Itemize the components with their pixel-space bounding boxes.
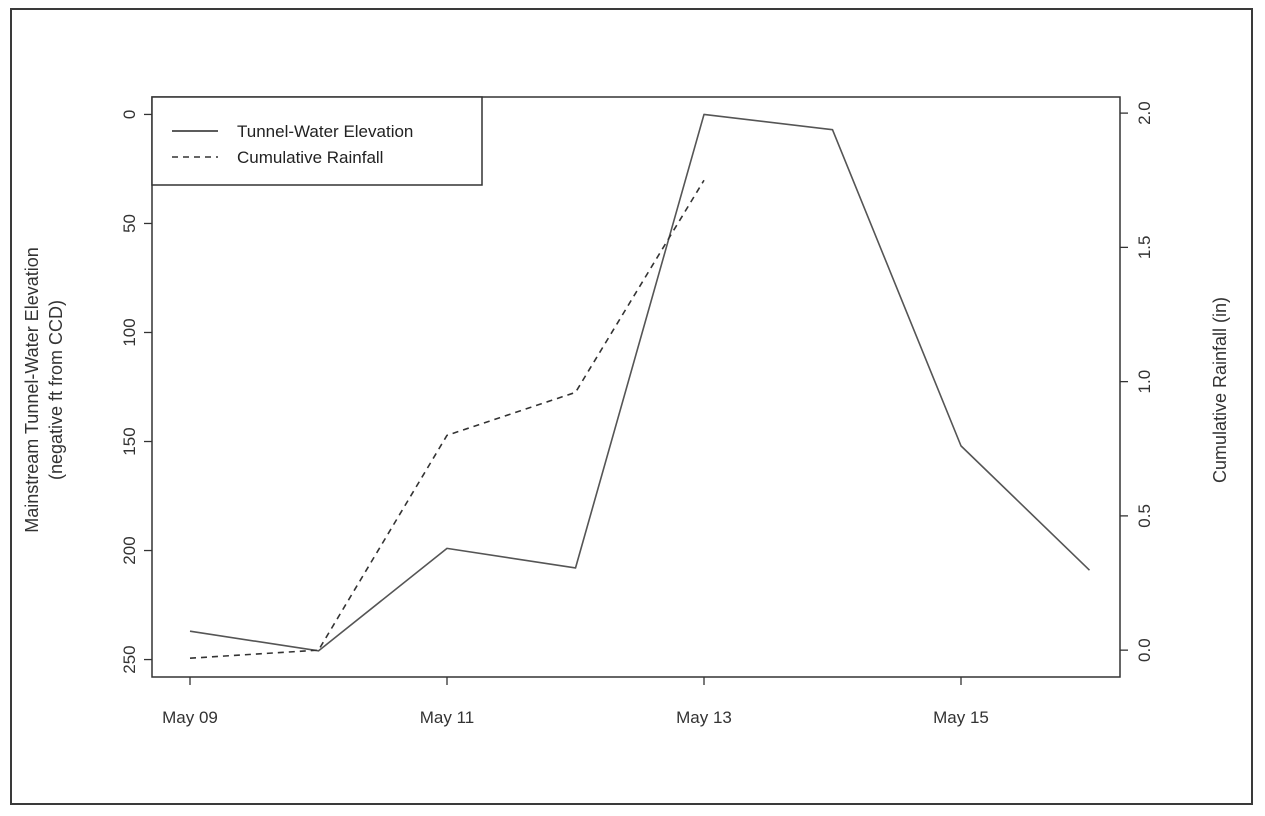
x-tick-label: May 13 (676, 708, 732, 727)
legend-label-rainfall: Cumulative Rainfall (237, 148, 383, 167)
left-axis-title-line1: Mainstream Tunnel-Water Elevation (22, 247, 42, 532)
right-axis-title: Cumulative Rainfall (in) (1210, 297, 1230, 483)
legend: Tunnel-Water Elevation Cumulative Rainfa… (151, 96, 483, 186)
x-tick-label: May 15 (933, 708, 989, 727)
x-tick-label: May 09 (162, 708, 218, 727)
plot-area (151, 96, 1121, 678)
left-tick-label: 100 (120, 318, 139, 346)
left-tick-label: 200 (120, 536, 139, 564)
left-tick-label: 50 (120, 214, 139, 233)
left-tick-label: 150 (120, 427, 139, 455)
right-y-axis: 0.0 0.5 1.0 1.5 2.0 (1120, 101, 1154, 662)
x-tick-label: May 11 (420, 708, 475, 727)
right-tick-label: 2.0 (1135, 101, 1154, 125)
right-tick-label: 0.0 (1135, 638, 1154, 662)
right-tick-label: 1.5 (1135, 236, 1154, 260)
left-tick-label: 250 (120, 645, 139, 673)
legend-box (151, 96, 483, 186)
right-tick-label: 1.0 (1135, 370, 1154, 394)
left-axis-title-line2: (negative ft from CCD) (46, 300, 66, 480)
series-line-tunnel (189, 113, 1091, 652)
left-y-axis: 0 50 100 150 200 250 (120, 110, 152, 674)
legend-label-tunnel: Tunnel-Water Elevation (237, 122, 413, 141)
x-axis: May 09 May 11 May 13 May 15 (162, 677, 989, 727)
series-layer (189, 113, 1091, 660)
left-tick-label: 0 (120, 110, 139, 119)
series-line-rainfall (189, 179, 705, 660)
right-tick-label: 0.5 (1135, 504, 1154, 528)
